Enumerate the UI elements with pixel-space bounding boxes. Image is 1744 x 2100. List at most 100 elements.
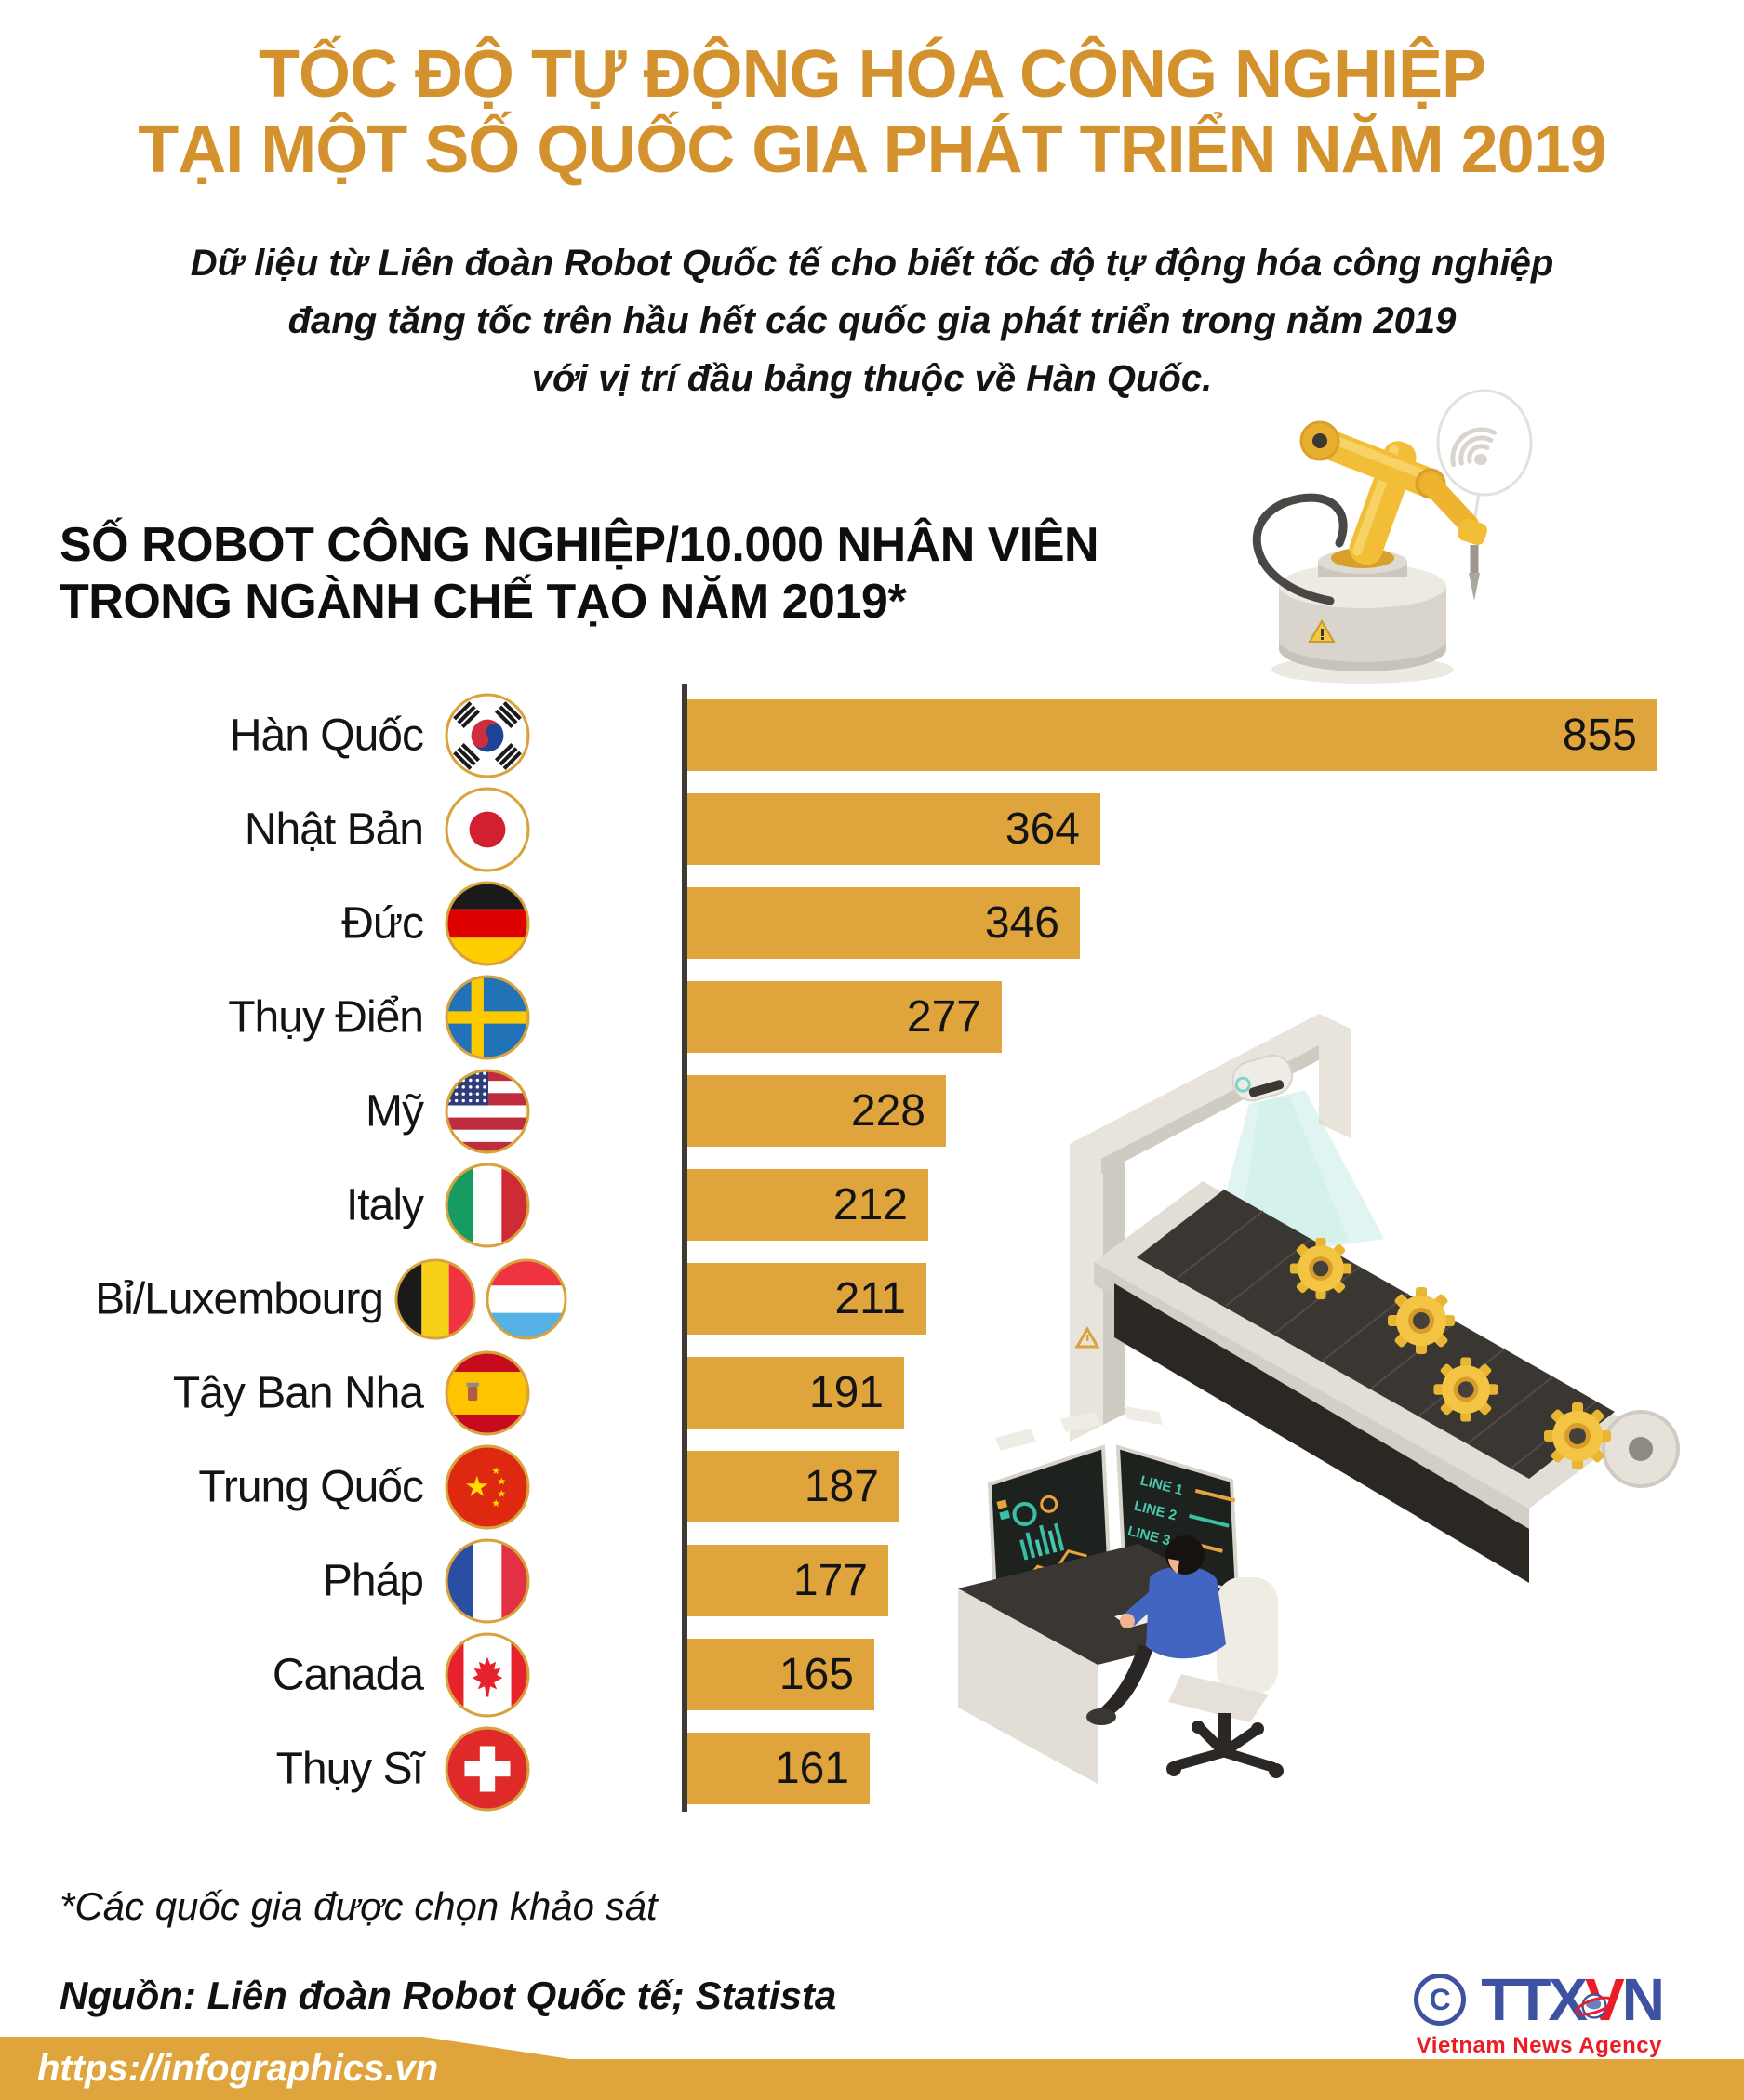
country-label: Thụy Điển bbox=[228, 992, 424, 1042]
country-flags bbox=[445, 787, 530, 872]
office-chair bbox=[1166, 1577, 1284, 1778]
operator-person bbox=[1086, 1535, 1226, 1725]
page-title: TỐC ĐỘ TỰ ĐỘNG HÓA CÔNG NGHIỆP TẠI MỘT S… bbox=[0, 37, 1744, 187]
robot-base bbox=[1279, 586, 1446, 670]
copyright-icon: C bbox=[1414, 1974, 1467, 2026]
robot-tool-tip bbox=[1469, 573, 1480, 601]
warning-triangle-icon bbox=[1074, 1326, 1100, 1349]
country-label: Bỉ/Luxembourg bbox=[95, 1274, 384, 1323]
page-title-line2: TẠI MỘT SỐ QUỐC GIA PHÁT TRIỂN NĂM 2019 bbox=[138, 112, 1606, 187]
value-bar: 855 bbox=[687, 699, 1657, 771]
footnote: *Các quốc gia được chọn khảo sát bbox=[60, 1884, 658, 1928]
chart-row: Italy 212 bbox=[0, 1158, 1744, 1252]
flag-jp-icon bbox=[445, 787, 530, 871]
page-title-line1: TỐC ĐỘ TỰ ĐỘNG HÓA CÔNG NGHIỆP bbox=[258, 37, 1486, 112]
source-credit: Nguồn: Liên đoàn Robot Quốc tế; Statista bbox=[60, 1974, 837, 2017]
chart-title-line1: SỐ ROBOT CÔNG NGHIỆP/10.000 NHÂN VIÊN bbox=[60, 518, 1099, 572]
bar-value-label: 277 bbox=[906, 992, 981, 1042]
flag-kr-icon bbox=[445, 693, 530, 778]
bar-value-label: 191 bbox=[808, 1368, 884, 1417]
chart-axis bbox=[682, 684, 687, 1812]
country-label: Mỹ bbox=[366, 1086, 424, 1136]
bar-value-label: 346 bbox=[984, 898, 1059, 948]
country-flags bbox=[445, 975, 530, 1060]
country-flags bbox=[445, 1069, 530, 1154]
value-bar: 364 bbox=[687, 793, 1100, 865]
bar-value-label: 165 bbox=[779, 1650, 854, 1699]
flag-ch-icon bbox=[445, 1726, 530, 1811]
country-label: Hàn Quốc bbox=[229, 711, 424, 760]
subtitle-line1: Dữ liệu từ Liên đoàn Robot Quốc tế cho b… bbox=[190, 243, 1554, 284]
chart-row: Trung Quốc 187 bbox=[0, 1440, 1744, 1534]
robot-cable bbox=[1252, 493, 1348, 605]
value-bar: 277 bbox=[687, 981, 1002, 1053]
country-flags bbox=[445, 1726, 530, 1812]
value-bar: 165 bbox=[687, 1639, 874, 1710]
flag-ca-icon bbox=[445, 1632, 530, 1717]
country-label: Italy bbox=[345, 1180, 424, 1229]
chart-row: Bỉ/Luxembourg 211 bbox=[0, 1252, 1744, 1346]
chart-row: Nhật Bản 364 bbox=[0, 782, 1744, 876]
value-bar: 212 bbox=[687, 1169, 928, 1241]
country-label: Canada bbox=[272, 1650, 424, 1699]
country-label: Tây Ban Nha bbox=[172, 1368, 424, 1417]
robot-arm-illustration bbox=[1252, 389, 1533, 684]
bar-value-label: 211 bbox=[834, 1274, 906, 1323]
bar-value-label: 855 bbox=[1562, 711, 1637, 760]
bar-value-label: 187 bbox=[804, 1462, 879, 1511]
value-bar: 228 bbox=[687, 1075, 946, 1147]
control-desk-illustration: LINE 1 LINE 2 LINE 3 bbox=[958, 1406, 1284, 1784]
flag-it-icon bbox=[445, 1163, 530, 1247]
flag-de-icon bbox=[445, 881, 530, 965]
subtitle-line2: đang tăng tốc trên hầu hết các quốc gia … bbox=[287, 300, 1457, 341]
value-bar: 191 bbox=[687, 1357, 904, 1429]
country-flags bbox=[394, 1257, 567, 1340]
footer-url-link[interactable]: https://infographics.vn bbox=[37, 2048, 439, 2089]
value-bar: 187 bbox=[687, 1451, 899, 1522]
country-flags bbox=[445, 1538, 530, 1624]
bar-value-label: 228 bbox=[850, 1086, 925, 1136]
flag-fr-icon bbox=[445, 1538, 530, 1623]
country-flags bbox=[445, 1632, 530, 1718]
country-flags bbox=[445, 1350, 530, 1436]
footer-ribbon bbox=[0, 2037, 1744, 2100]
country-flags bbox=[445, 1163, 530, 1248]
logo-n: N bbox=[1621, 1966, 1665, 2033]
chart-row: Thụy Sĩ 161 bbox=[0, 1721, 1744, 1815]
value-bar: 211 bbox=[687, 1263, 926, 1335]
flag-us-icon bbox=[445, 1069, 530, 1153]
country-label: Thụy Sĩ bbox=[275, 1744, 424, 1793]
chart-row: Hàn Quốc 855 bbox=[0, 688, 1744, 782]
logo-tagline: Vietnam News Agency bbox=[1416, 2033, 1662, 2058]
country-label: Trung Quốc bbox=[198, 1462, 424, 1511]
subtitle: Dữ liệu từ Liên đoàn Robot Quốc tế cho b… bbox=[0, 234, 1744, 407]
robot-arm bbox=[1299, 420, 1487, 601]
country-label: Nhật Bản bbox=[244, 804, 424, 854]
bar-value-label: 364 bbox=[1005, 804, 1080, 854]
chart-rows: Hàn Quốc 855 Nhật Bản 364 Đức 346 Thụy Điển 277… bbox=[0, 688, 1744, 1815]
bar-value-label: 177 bbox=[792, 1556, 868, 1605]
scanner-camera-icon bbox=[1231, 1054, 1293, 1102]
chart-title-line2: TRONG NGÀNH CHẾ TẠO NĂM 2019* bbox=[60, 575, 907, 630]
flag-be-icon bbox=[394, 1257, 476, 1340]
flag-lu-icon bbox=[486, 1257, 567, 1340]
country-flags bbox=[445, 881, 530, 966]
chart-row: Canada 165 bbox=[0, 1628, 1744, 1721]
chart-title: SỐ ROBOT CÔNG NGHIỆP/10.000 NHÂN VIÊN TR… bbox=[60, 517, 1099, 631]
chart-row: Tây Ban Nha 191 bbox=[0, 1346, 1744, 1440]
chart-row: Đức 346 bbox=[0, 876, 1744, 970]
value-bar: 161 bbox=[687, 1733, 870, 1804]
conveyor-illustration bbox=[1070, 1014, 1680, 1583]
logo-ttx: TTX bbox=[1481, 1966, 1588, 2033]
chart-row: Mỹ 228 bbox=[0, 1064, 1744, 1158]
ttxvn-logo: C TTXVN Vietnam News Agency bbox=[1414, 1970, 1665, 2059]
flag-se-icon bbox=[445, 975, 530, 1059]
chart-row: Pháp 177 bbox=[0, 1534, 1744, 1628]
country-flags bbox=[445, 1444, 530, 1530]
country-flags bbox=[445, 693, 530, 778]
country-label: Pháp bbox=[322, 1556, 424, 1605]
subtitle-line3: với vị trí đầu bảng thuộc về Hàn Quốc. bbox=[531, 358, 1213, 399]
country-label: Đức bbox=[341, 898, 424, 948]
chart-row: Thụy Điển 277 bbox=[0, 970, 1744, 1064]
